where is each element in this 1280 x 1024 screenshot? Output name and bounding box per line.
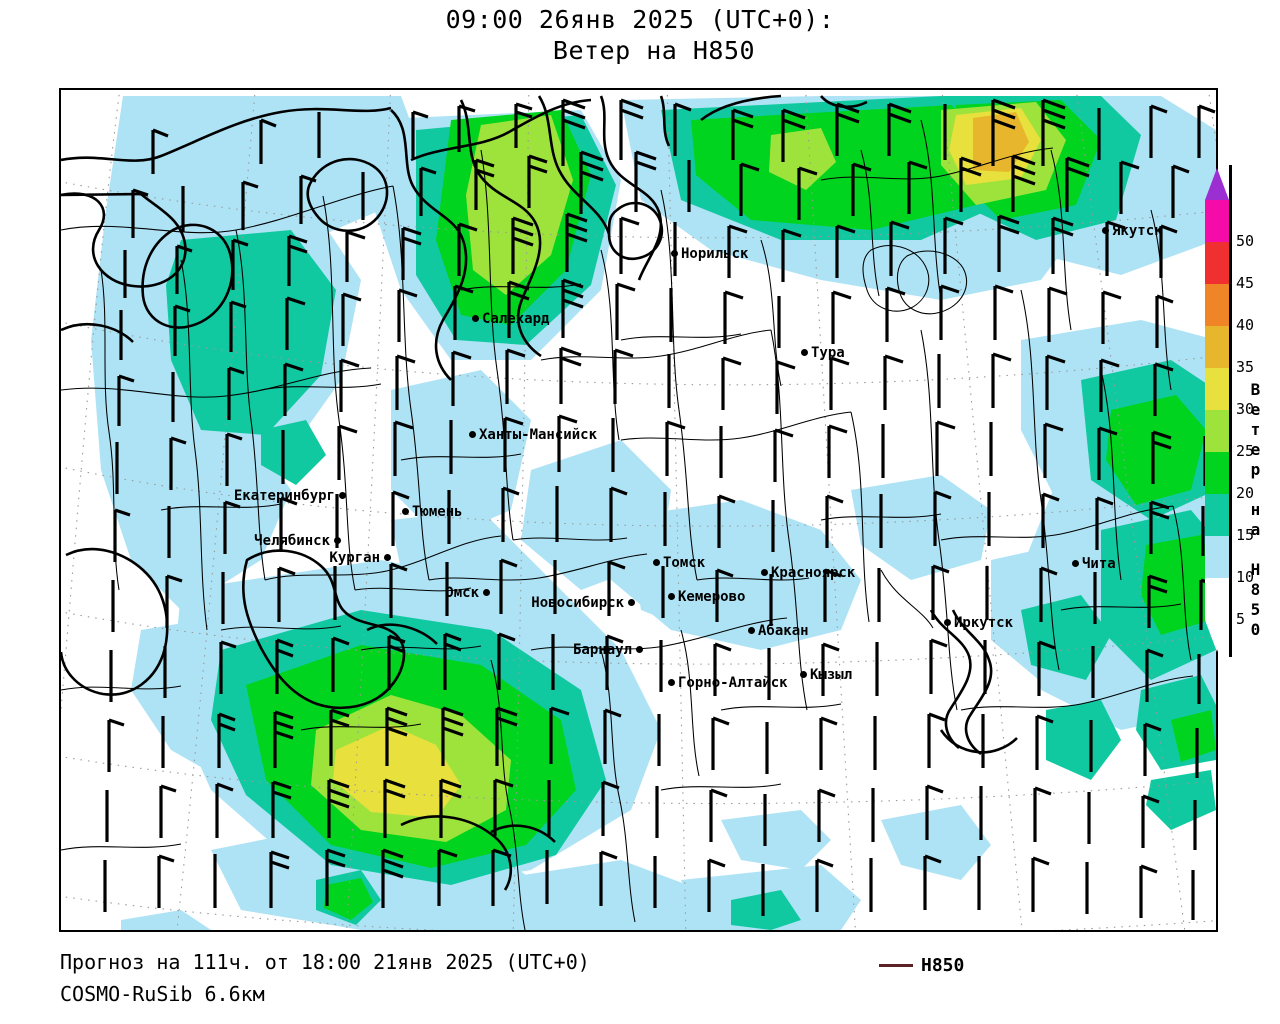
title-datetime: 09:00 26янв 2025 (UTC+0): bbox=[445, 5, 835, 34]
colorbar-axis bbox=[1229, 165, 1232, 657]
colorbar-tick: 30 bbox=[1236, 400, 1255, 418]
colorbar-title: Ветер на H850 bbox=[1246, 380, 1265, 640]
colorbar-segment bbox=[1205, 200, 1229, 242]
colorbar-below-min-arrow bbox=[1205, 620, 1229, 652]
map-canvas bbox=[61, 90, 1216, 930]
colorbar-segment bbox=[1205, 284, 1229, 326]
colorbar-tick: 35 bbox=[1236, 358, 1255, 376]
title-parameter: Ветер на H850 bbox=[552, 36, 756, 65]
colorbar-tick: 40 bbox=[1236, 316, 1255, 334]
wind-barbs bbox=[103, 98, 1216, 920]
colorbar-above-max-arrow bbox=[1205, 168, 1229, 200]
wind-speed-shading bbox=[91, 96, 1216, 930]
colorbar-segment bbox=[1205, 368, 1229, 410]
colorbar-segment bbox=[1205, 536, 1229, 578]
h850-legend-label: H850 bbox=[921, 955, 965, 976]
colorbar-tick: 50 bbox=[1236, 232, 1255, 250]
model-info: COSMO-RuSib 6.6км bbox=[60, 982, 265, 1006]
colorbar-segment bbox=[1205, 410, 1229, 452]
colorbar-tick: 10 bbox=[1236, 568, 1255, 586]
h850-legend-line bbox=[879, 964, 913, 967]
colorbar-segment bbox=[1205, 326, 1229, 368]
colorbar-tick: 5 bbox=[1236, 610, 1246, 628]
forecast-info: Прогноз на 111ч. от 18:00 21янв 2025 (UT… bbox=[60, 950, 590, 974]
weather-map[interactable] bbox=[59, 88, 1218, 932]
colorbar-tick: 25 bbox=[1236, 442, 1255, 460]
colorbar-segment bbox=[1205, 494, 1229, 536]
colorbar-tick: 15 bbox=[1236, 526, 1255, 544]
colorbar[interactable] bbox=[1205, 168, 1229, 652]
colorbar-tick: 45 bbox=[1236, 274, 1255, 292]
colorbar-segment bbox=[1205, 242, 1229, 284]
page-title: 09:00 26янв 2025 (UTC+0): Ветер на H850 bbox=[0, 4, 1280, 66]
colorbar-tick: 20 bbox=[1236, 484, 1255, 502]
colorbar-segment bbox=[1205, 578, 1229, 620]
colorbar-segment bbox=[1205, 452, 1229, 494]
graticule-lines bbox=[61, 90, 1216, 930]
